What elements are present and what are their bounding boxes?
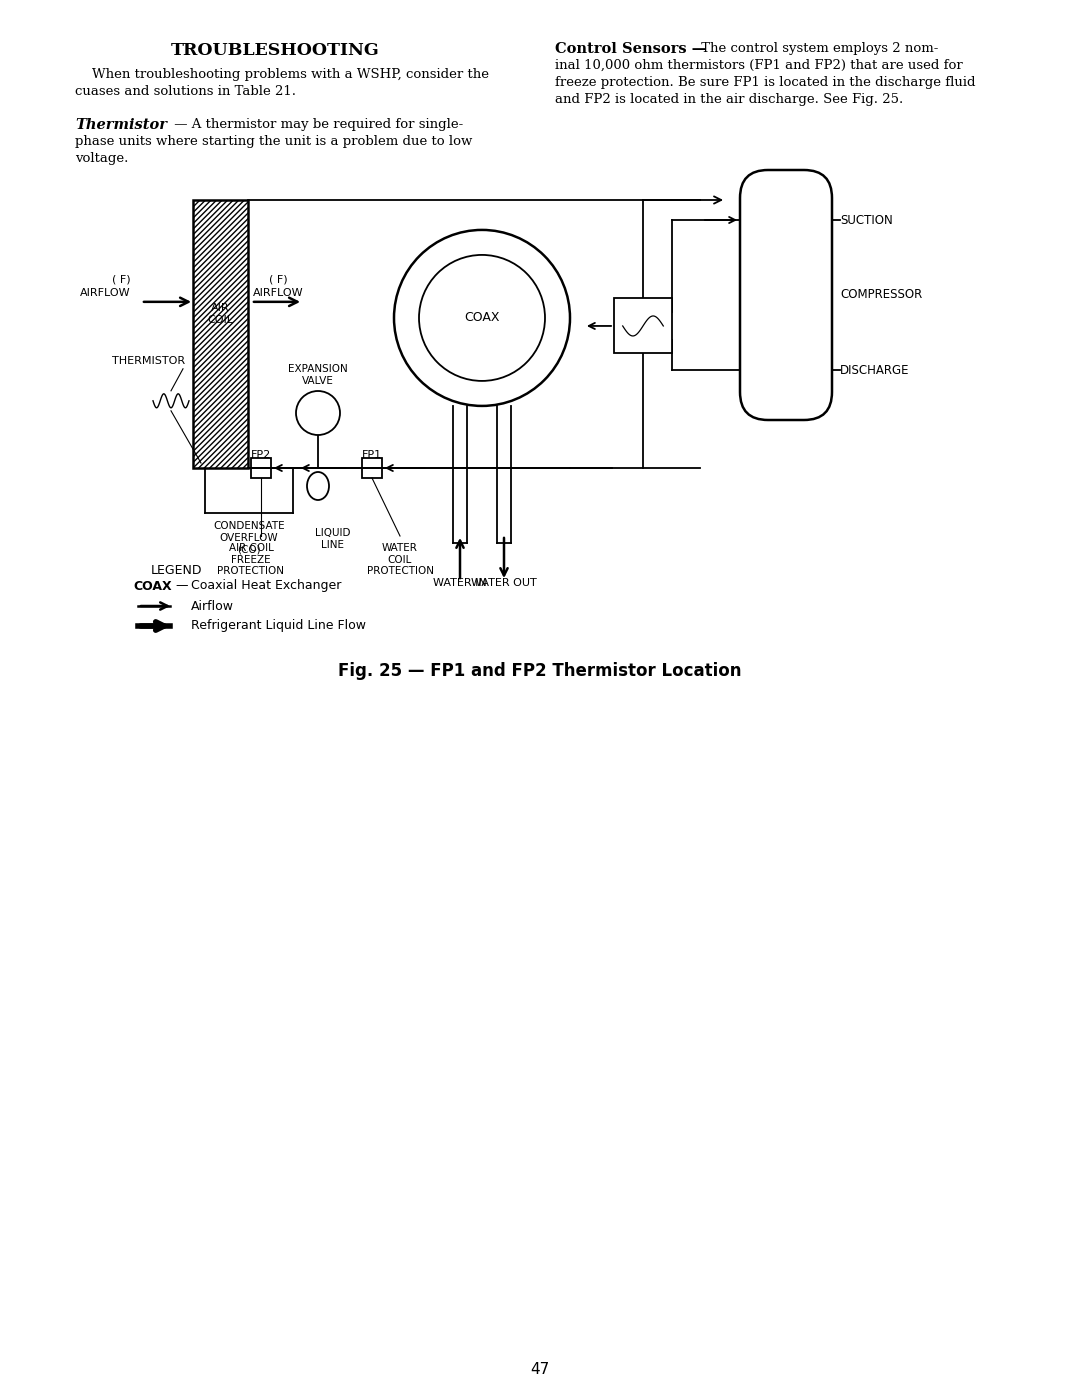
Text: Coaxial Heat Exchanger: Coaxial Heat Exchanger xyxy=(191,580,341,592)
Text: FP1: FP1 xyxy=(362,450,382,460)
Text: WATER OUT: WATER OUT xyxy=(471,578,537,588)
Text: COMPRESSOR: COMPRESSOR xyxy=(840,289,922,302)
Text: ( F): ( F) xyxy=(269,275,287,285)
Circle shape xyxy=(296,391,340,434)
Text: LEGEND: LEGEND xyxy=(151,564,203,577)
Text: Refrigerant Liquid Line Flow: Refrigerant Liquid Line Flow xyxy=(191,619,366,633)
Text: phase units where starting the unit is a problem due to low: phase units where starting the unit is a… xyxy=(75,136,472,148)
Text: The control system employs 2 nom-: The control system employs 2 nom- xyxy=(697,42,939,54)
Text: THERMISTOR: THERMISTOR xyxy=(112,356,185,366)
Text: cuases and solutions in Table 21.: cuases and solutions in Table 21. xyxy=(75,85,296,98)
Text: TROUBLESHOOTING: TROUBLESHOOTING xyxy=(171,42,379,59)
Text: COAX: COAX xyxy=(464,312,500,324)
Text: Control Sensors —: Control Sensors — xyxy=(555,42,706,56)
Text: COAX: COAX xyxy=(133,580,172,592)
Text: freeze protection. Be sure FP1 is located in the discharge fluid: freeze protection. Be sure FP1 is locate… xyxy=(555,75,975,89)
Text: CONDENSATE
OVERFLOW
(CO): CONDENSATE OVERFLOW (CO) xyxy=(213,521,285,555)
Text: WATER IN: WATER IN xyxy=(433,578,487,588)
Text: AIR COIL
FREEZE
PROTECTION: AIR COIL FREEZE PROTECTION xyxy=(217,543,284,576)
Text: and FP2 is located in the air discharge. See Fig. 25.: and FP2 is located in the air discharge.… xyxy=(555,94,903,106)
Text: voltage.: voltage. xyxy=(75,152,129,165)
Text: inal 10,000 ohm thermistors (FP1 and FP2) that are used for: inal 10,000 ohm thermistors (FP1 and FP2… xyxy=(555,59,962,73)
Text: 47: 47 xyxy=(530,1362,550,1377)
Bar xyxy=(362,458,382,478)
Text: Thermistor: Thermistor xyxy=(75,117,167,131)
Text: SUCTION: SUCTION xyxy=(840,214,893,226)
Text: AIRFLOW: AIRFLOW xyxy=(253,288,303,298)
Text: EXPANSION
VALVE: EXPANSION VALVE xyxy=(288,365,348,386)
Text: —: — xyxy=(175,580,188,592)
Text: AIR
COIL: AIR COIL xyxy=(207,303,233,324)
Text: — A thermistor may be required for single-: — A thermistor may be required for singl… xyxy=(170,117,463,131)
Text: AIRFLOW: AIRFLOW xyxy=(80,288,131,298)
Text: LIQUID
LINE: LIQUID LINE xyxy=(315,528,351,549)
Text: ( F): ( F) xyxy=(112,275,131,285)
Text: Fig. 25 — FP1 and FP2 Thermistor Location: Fig. 25 — FP1 and FP2 Thermistor Locatio… xyxy=(338,662,742,680)
Text: Airflow: Airflow xyxy=(191,599,234,612)
Circle shape xyxy=(394,231,570,407)
FancyBboxPatch shape xyxy=(740,170,832,420)
Ellipse shape xyxy=(307,472,329,500)
Text: DISCHARGE: DISCHARGE xyxy=(840,363,909,377)
Text: WATER
COIL
PROTECTION: WATER COIL PROTECTION xyxy=(366,543,433,576)
Text: When troubleshooting problems with a WSHP, consider the: When troubleshooting problems with a WSH… xyxy=(75,68,489,81)
Bar xyxy=(193,200,248,468)
Text: FP2: FP2 xyxy=(251,450,271,460)
Bar xyxy=(251,458,271,478)
Circle shape xyxy=(419,254,545,381)
Bar xyxy=(615,299,672,353)
